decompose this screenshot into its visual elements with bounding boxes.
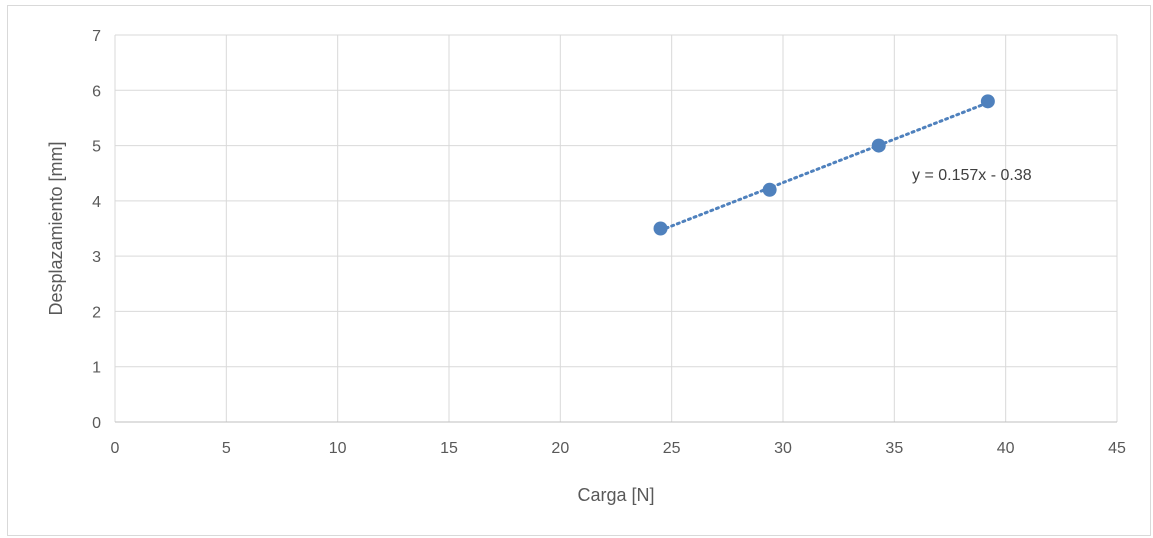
y-tick-label: 7 bbox=[92, 28, 101, 45]
y-tick-label: 1 bbox=[92, 360, 101, 377]
y-tick-label: 0 bbox=[92, 415, 101, 432]
x-axis-title: Carga [N] bbox=[577, 485, 654, 505]
x-tick-label: 10 bbox=[329, 440, 347, 457]
x-tick-label: 15 bbox=[440, 440, 458, 457]
x-tick-label: 20 bbox=[551, 440, 569, 457]
trendline-equation: y = 0.157x - 0.38 bbox=[912, 167, 1032, 184]
y-tick-label: 3 bbox=[92, 249, 101, 266]
y-axis-title: Desplazamiento [mm] bbox=[46, 141, 66, 315]
trendline bbox=[659, 101, 990, 232]
trendline-group bbox=[659, 101, 990, 232]
x-tick-label: 45 bbox=[1108, 440, 1126, 457]
data-point bbox=[871, 138, 886, 153]
x-tick-label: 5 bbox=[222, 440, 231, 457]
data-point bbox=[980, 94, 995, 109]
x-tick-label: 40 bbox=[997, 440, 1015, 457]
data-point bbox=[653, 221, 668, 236]
x-tick-label: 0 bbox=[111, 440, 120, 457]
x-tick-label: 25 bbox=[663, 440, 681, 457]
data-point bbox=[762, 182, 777, 197]
x-tick-label: 30 bbox=[774, 440, 792, 457]
data-points bbox=[653, 94, 995, 236]
y-tick-label: 2 bbox=[92, 304, 101, 321]
x-tick-label: 35 bbox=[885, 440, 903, 457]
y-tick-label: 6 bbox=[92, 83, 101, 100]
grid bbox=[114, 34, 1118, 422]
y-tick-label: 4 bbox=[92, 194, 101, 211]
y-tick-label: 5 bbox=[92, 139, 101, 156]
chart-frame bbox=[7, 5, 1151, 536]
